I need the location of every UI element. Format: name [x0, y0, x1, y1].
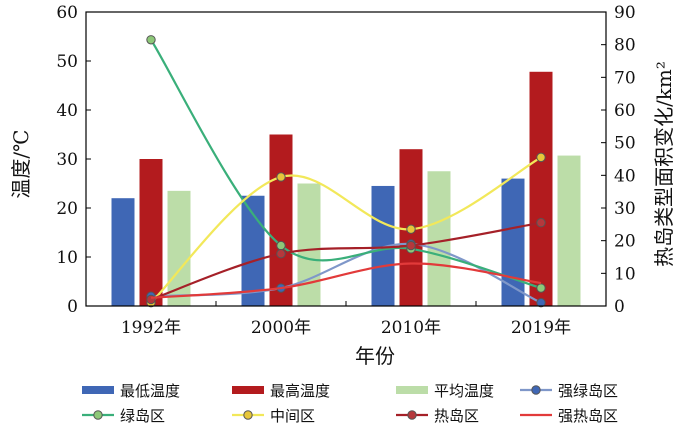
y2-tick-label: 40	[614, 166, 636, 186]
x-tick-label: 2010年	[381, 318, 441, 338]
y-tick-label: 50	[56, 52, 78, 72]
data-point	[276, 249, 286, 259]
y2-tick-label: 70	[614, 68, 636, 88]
y2-tick-label: 10	[614, 264, 636, 284]
legend-item: 强绿岛区	[520, 382, 618, 400]
axes: 0 10 20 30 40 50 60 0 10 20 30 40 50 60 70 80 90 1992年 200…	[56, 3, 635, 338]
bar	[297, 183, 321, 306]
legend-label: 强热岛区	[558, 407, 618, 425]
line-layer	[146, 35, 546, 308]
legend-swatch	[232, 386, 264, 394]
series-line	[150, 156, 542, 304]
bar	[557, 155, 581, 306]
y2-tick-label: 50	[614, 134, 636, 154]
legend-item: 平均温度	[396, 382, 494, 400]
legend-item: 最高温度	[232, 382, 330, 400]
data-point	[536, 218, 546, 228]
data-point	[536, 283, 546, 293]
legend-item: 中间区	[232, 407, 315, 425]
y2-tick-label: 30	[614, 199, 636, 219]
legend-item: 强热岛区	[520, 407, 618, 425]
series-line	[150, 39, 542, 290]
data-point	[406, 240, 416, 251]
legend-swatch	[82, 386, 114, 394]
legend-marker	[93, 410, 103, 420]
data-point	[536, 298, 546, 308]
legend-item: 热岛区	[396, 407, 479, 425]
bar	[269, 134, 293, 306]
y2-tick-label: 80	[614, 36, 636, 56]
bar	[529, 71, 553, 306]
y2-tick-label: 0	[614, 297, 625, 317]
series-line	[150, 262, 542, 299]
data-point	[406, 224, 416, 234]
legend-label: 最高温度	[270, 382, 330, 400]
bar	[501, 178, 525, 306]
legend-marker	[243, 410, 253, 420]
y-tick-label: 40	[56, 101, 78, 121]
y-tick-label: 20	[56, 199, 78, 219]
data-point	[536, 152, 546, 163]
y2-tick-label: 90	[614, 3, 636, 23]
y2-tick-label: 60	[614, 101, 636, 121]
legend-label: 最低温度	[120, 382, 180, 400]
legend-marker	[407, 410, 417, 420]
legend-label: 强绿岛区	[558, 382, 618, 400]
data-point	[276, 240, 286, 251]
legend-label: 热岛区	[434, 407, 479, 425]
x-tick-label: 2019年	[511, 318, 571, 338]
y-tick-label: 60	[56, 3, 78, 23]
bar	[427, 171, 451, 306]
y-tick-label: 0	[67, 297, 78, 317]
legend-label: 绿岛区	[120, 407, 165, 425]
y-tick-label: 10	[56, 248, 78, 268]
legend-item: 绿岛区	[82, 407, 165, 425]
y-axis-title: 温度/℃	[9, 129, 33, 198]
bar-layer	[111, 71, 581, 306]
x-tick-label: 2000年	[251, 318, 311, 338]
x-tick-label: 1992年	[121, 318, 181, 338]
legend-label: 中间区	[270, 407, 315, 425]
data-point	[146, 35, 156, 45]
y-tick-label: 30	[56, 150, 78, 170]
legend-marker	[531, 385, 541, 395]
y2-tick-label: 20	[614, 232, 636, 252]
bar	[111, 198, 135, 306]
y2-axis-title: 热岛类型面积变化/km²	[652, 61, 676, 267]
legend-item: 最低温度	[82, 382, 180, 400]
data-point	[276, 172, 286, 182]
x-axis-title: 年份	[355, 344, 395, 368]
legend-swatch	[396, 386, 428, 394]
series-line	[150, 221, 542, 301]
legend-label: 平均温度	[434, 382, 494, 400]
bar	[371, 185, 395, 306]
bar	[139, 159, 163, 306]
